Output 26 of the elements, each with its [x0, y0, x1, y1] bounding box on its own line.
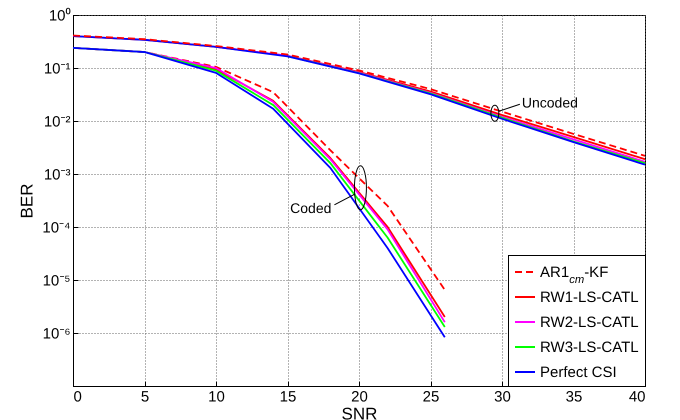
legend-label: Perfect CSI — [540, 364, 617, 381]
y-tick-label: 10⁻⁴ — [42, 220, 70, 236]
x-tick-label: 5 — [140, 388, 150, 406]
x-tick-label: 25 — [422, 388, 440, 406]
annotation: Uncoded — [522, 94, 578, 110]
annotation: Coded — [290, 200, 332, 216]
x-tick-label: 0 — [74, 388, 82, 406]
legend-label: RW2-LS-CATL — [540, 314, 639, 331]
y-tick-label: 10⁻¹ — [44, 60, 70, 78]
y-tick-label: 10⁻³ — [44, 166, 70, 184]
x-tick-label: 40 — [628, 388, 646, 406]
line-series — [286, 55, 645, 164]
y-tick-label: 10⁻⁶ — [42, 326, 70, 342]
legend-label: RW3-LS-CATL — [540, 339, 639, 356]
y-axis-title: BER — [17, 184, 36, 218]
y-tick-label: 10⁻⁵ — [42, 272, 70, 290]
y-tick-label: 10⁰ — [48, 8, 70, 24]
x-tick-label: 20 — [351, 388, 368, 406]
legend-label: RW1-LS-CATL — [540, 289, 639, 306]
x-axis-title: SNR — [342, 404, 378, 420]
x-tick-label: 10 — [208, 388, 225, 406]
x-tick-label: 15 — [280, 388, 296, 406]
x-tick-label: 30 — [494, 388, 511, 406]
y-tick-label: 10⁻² — [44, 114, 70, 130]
legend-label: AR1$_{cm}$-KF — [540, 264, 608, 286]
x-tick-label: 35 — [566, 388, 582, 406]
